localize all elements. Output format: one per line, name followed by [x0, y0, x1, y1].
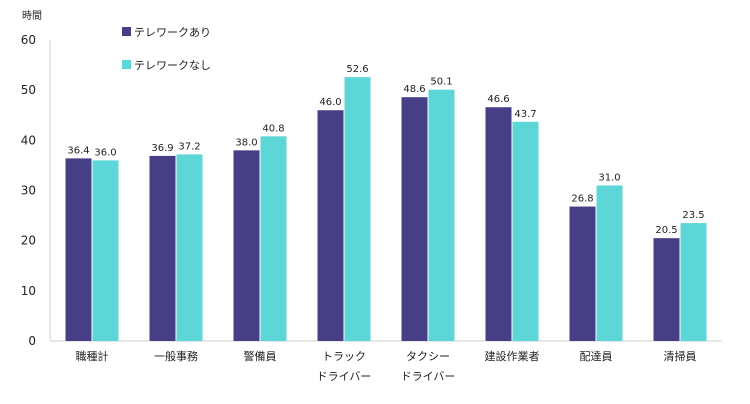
category-label: ドライバー: [317, 370, 372, 383]
bar-telework-no: [680, 223, 707, 341]
bar-telework-yes: [233, 150, 260, 341]
legend-swatch: [122, 60, 131, 69]
data-label: 43.7: [514, 109, 536, 120]
data-label: 37.2: [178, 141, 200, 152]
category-label: 一般事務: [154, 349, 198, 363]
y-tick-label: 60: [21, 33, 36, 47]
data-label: 46.6: [487, 94, 509, 105]
bar-telework-no: [428, 89, 455, 341]
data-label: 20.5: [655, 225, 677, 236]
category-label: 清掃員: [664, 349, 697, 363]
y-tick-label: 40: [21, 133, 36, 147]
bar-telework-no: [596, 185, 623, 341]
data-label: 38.0: [235, 137, 257, 148]
y-tick-label: 30: [21, 184, 36, 198]
bar-telework-no: [344, 77, 371, 341]
bar-telework-yes: [317, 110, 344, 341]
category-label: 配達員: [580, 350, 613, 363]
data-label: 36.9: [151, 143, 173, 154]
bar-telework-no: [512, 121, 539, 341]
bars: [65, 77, 707, 342]
bar-telework-yes: [653, 238, 680, 341]
data-label: 46.0: [319, 97, 341, 108]
category-label: トラック: [322, 350, 366, 363]
data-label: 36.0: [94, 147, 116, 158]
data-label: 26.8: [571, 194, 593, 205]
y-unit-label: 時間: [22, 10, 42, 22]
bar-telework-no: [260, 136, 287, 341]
y-tick-label: 0: [28, 334, 36, 348]
legend-label: テレワークあり: [134, 26, 211, 39]
category-label: ドライバー: [401, 370, 456, 383]
data-label: 50.1: [430, 77, 452, 88]
bar-telework-no: [176, 154, 203, 341]
category-label: 職種計: [76, 349, 109, 363]
category-label: タクシー: [406, 350, 450, 363]
bar-telework-yes: [485, 107, 512, 342]
category-label: 警備員: [244, 349, 277, 363]
data-label: 31.0: [598, 172, 620, 183]
data-label: 36.4: [67, 145, 89, 156]
y-tick-label: 10: [21, 284, 36, 298]
bar-telework-yes: [149, 155, 176, 341]
y-axis-ticks: 0 10 20 30 40 50 60: [21, 33, 36, 348]
bar-telework-yes: [569, 206, 596, 341]
category-label: 建設作業者: [485, 349, 540, 363]
bar-telework-yes: [401, 97, 428, 341]
legend-label: テレワークなし: [134, 59, 211, 72]
legend-swatch: [122, 27, 131, 36]
bar-telework-yes: [65, 158, 92, 341]
data-label: 48.6: [403, 84, 425, 95]
data-label: 40.8: [262, 123, 284, 134]
data-labels: 36.4 36.0 36.9 37.2 38.0 40.8 46.0 52.6 48.6 50.1…: [67, 64, 704, 236]
y-tick-label: 50: [21, 83, 36, 97]
y-tick-label: 20: [21, 234, 36, 248]
bar-telework-no: [92, 160, 119, 341]
data-label: 23.5: [682, 210, 704, 221]
data-label: 52.6: [346, 64, 368, 75]
